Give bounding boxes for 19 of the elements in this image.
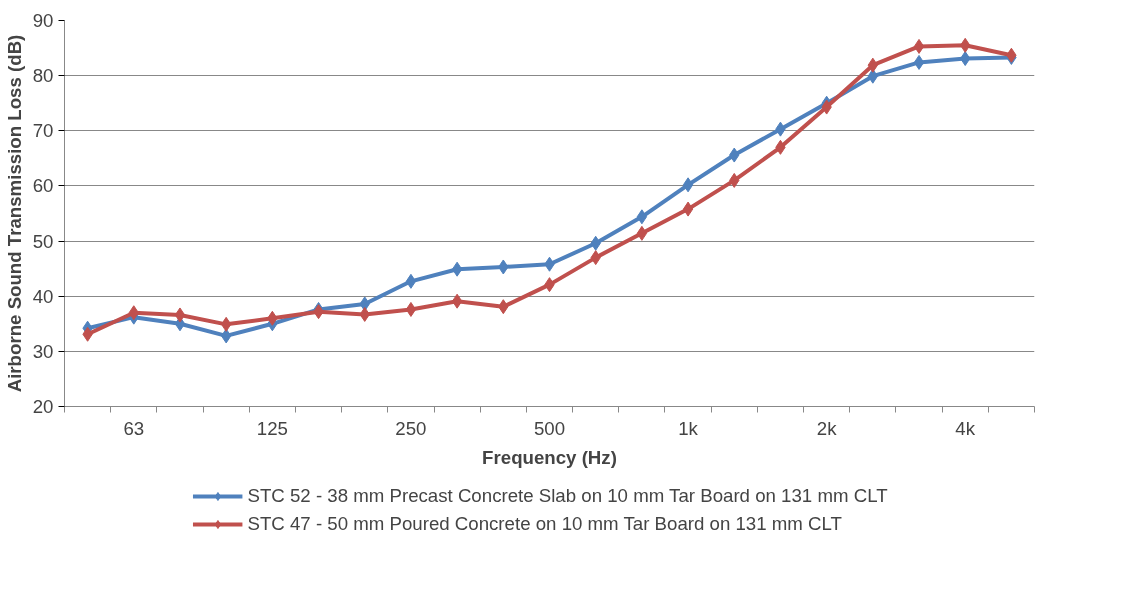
x-tick-label: 125 bbox=[256, 417, 288, 439]
y-tick-label: 50 bbox=[32, 230, 54, 252]
x-tick-label: 63 bbox=[123, 417, 145, 439]
y-tick-label: 70 bbox=[32, 120, 54, 142]
y-tick-label: 20 bbox=[32, 396, 54, 417]
x-axis-title: Frequency (Hz) bbox=[482, 446, 617, 468]
x-tick-label: 1k bbox=[678, 417, 699, 439]
x-tick-label: 500 bbox=[533, 417, 566, 439]
y-tick-label: 90 bbox=[32, 10, 54, 31]
y-tick-label: 60 bbox=[32, 175, 54, 197]
legend-label: STC 47 - 50 mm Poured Concrete on 10 mm Tar Board on 131 mm CLT bbox=[247, 513, 842, 535]
y-axis-title: Airborne Sound Transmission Loss (dB) bbox=[3, 34, 25, 393]
y-tick-label: 30 bbox=[32, 340, 54, 362]
legend-label: STC 52 - 38 mm Precast Concrete Slab on 10 mm Tar Board on 131 mm CLT bbox=[247, 485, 888, 507]
x-tick-label: 250 bbox=[395, 417, 427, 439]
y-tick-label: 80 bbox=[32, 65, 54, 87]
y-tick-label: 40 bbox=[32, 285, 54, 307]
x-tick-label: 2k bbox=[816, 417, 838, 439]
x-tick-label: 4k bbox=[955, 417, 976, 439]
